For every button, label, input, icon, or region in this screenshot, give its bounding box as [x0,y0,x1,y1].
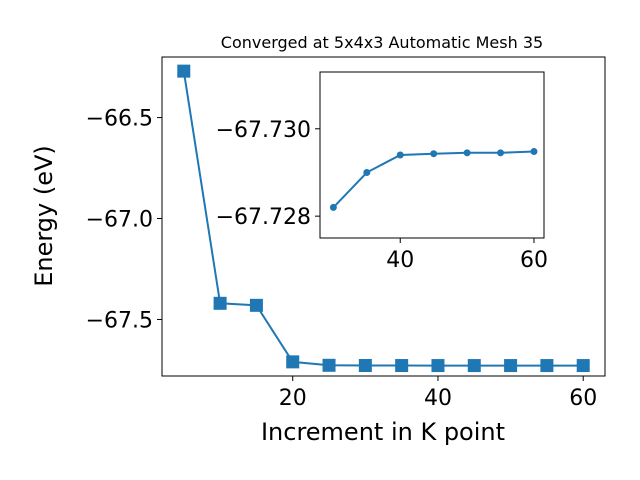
data-point-marker [467,359,481,373]
y-tick-label: −66.5 [86,107,153,132]
data-point-marker [322,358,336,372]
chart-title: Converged at 5x4x3 Automatic Mesh 35 [221,33,543,52]
data-point-marker [540,359,554,373]
data-point-marker [395,359,409,373]
inset-series [329,148,538,211]
data-point-marker [249,298,263,312]
y-tick-label: −67.728 [216,205,311,230]
data-point-marker [530,148,538,156]
data-point-marker [286,355,300,369]
main-series [177,64,590,373]
data-point-marker [363,168,371,176]
main-ticks: 20 40 60 −66.5 −67.0 −67.5 [86,107,598,411]
data-point-marker [431,359,445,373]
inset-ticks: 40 60 −67.730 −67.728 [216,118,548,273]
y-tick-label: −67.5 [86,308,153,333]
main-plot-area: Converged at 5x4x3 Automatic Mesh 35 20 4… [30,33,606,446]
inset-plot-area: 40 60 −67.730 −67.728 [216,71,548,273]
data-point-marker [396,151,404,159]
data-point-marker [497,149,505,157]
y-tick-label: −67.0 [86,208,153,233]
data-point-marker [358,359,372,373]
data-point-marker [329,203,337,211]
x-tick-label: 60 [520,248,548,273]
data-point-marker [576,359,590,373]
data-point-marker [177,64,191,78]
y-tick-label: −67.730 [216,118,311,143]
x-tick-label: 20 [279,386,307,411]
x-tick-label: 40 [386,248,414,273]
x-tick-label: 40 [424,386,452,411]
data-point-marker [430,150,438,158]
main-axes-frame [161,56,606,377]
x-axis-label: Increment in K point [261,418,505,446]
data-point-marker [463,149,471,157]
data-point-marker [213,296,227,310]
inset-axes-frame [319,71,545,239]
y-axis-label: Energy (eV) [30,145,58,287]
data-point-marker [504,359,518,373]
x-tick-label: 60 [569,386,597,411]
